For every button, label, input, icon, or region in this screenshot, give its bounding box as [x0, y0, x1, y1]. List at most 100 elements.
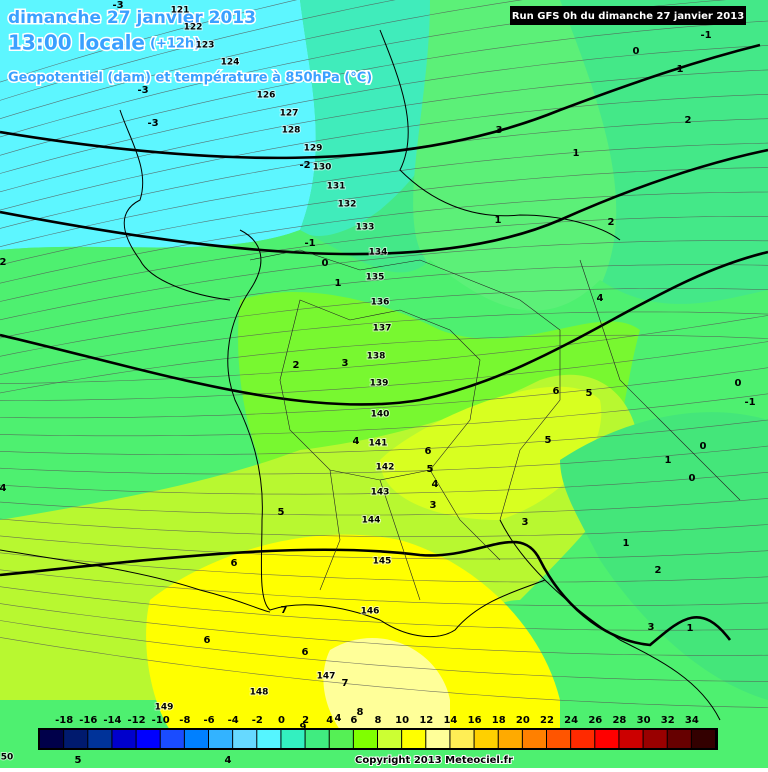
geopotential-label: 146 [361, 607, 380, 617]
temperature-label: 1 [573, 148, 580, 159]
isoline [0, 393, 768, 437]
isoline [0, 0, 396, 101]
temperature-label: 4 [225, 755, 232, 766]
geopotential-label: 123 [196, 41, 215, 51]
border [249, 249, 561, 521]
temperature-label: 7 [281, 605, 288, 616]
temperature-label: -2 [299, 160, 310, 171]
legend-tick-label: 26 [588, 715, 602, 726]
subtitle: Geopotentiel (dam) et température à 850h… [8, 71, 372, 86]
isoline [0, 142, 768, 247]
geopotential-label: 133 [356, 223, 375, 233]
temperature-label: 3 [522, 517, 529, 528]
coast-north [379, 29, 621, 241]
temperature-label: 2 [685, 115, 692, 126]
temperature-label: 6 [553, 386, 560, 397]
legend-tick-label: 34 [685, 715, 699, 726]
temperature-label: 0 [735, 378, 742, 389]
temperature-label: -1 [304, 238, 315, 249]
run-box [510, 6, 746, 25]
legend-tick-label: -18 [55, 715, 73, 726]
legend-swatch [329, 730, 353, 748]
coast-uk [119, 109, 231, 301]
isoline [0, 311, 768, 375]
isoline [0, 191, 768, 284]
legend-tick-label: -10 [152, 715, 170, 726]
legend-tick-label: 2 [302, 715, 309, 726]
legend-swatch [257, 730, 281, 748]
legend-tick-label: 0 [278, 715, 285, 726]
temperature-label: 3 [496, 125, 503, 136]
isoline [0, 620, 768, 682]
geopotential-label: 148 [250, 688, 269, 698]
geopotential-label: 145 [373, 557, 392, 567]
legend-tick-label: 16 [468, 715, 482, 726]
temperature-label: 1 [335, 278, 342, 289]
geopotential-label: 50 [1, 753, 14, 763]
warm-core [380, 386, 602, 520]
border [579, 259, 741, 501]
isoline [0, 240, 768, 321]
legend-swatch [691, 730, 715, 748]
isoline [0, 569, 768, 607]
coastlines [0, 29, 721, 721]
temperature-label: 1 [495, 215, 502, 226]
legend-swatch [209, 730, 233, 748]
border [279, 299, 481, 481]
temperature-label: 7 [342, 678, 349, 689]
temperature-label: 2 [0, 257, 7, 268]
coast-italy [499, 519, 721, 721]
isoline [0, 419, 768, 455]
temperature-label: 0 [322, 258, 329, 269]
legend-tick-label: 14 [443, 715, 457, 726]
legend-swatch [498, 730, 522, 748]
geopotential-label: 122 [184, 23, 203, 33]
isoline [0, 94, 768, 211]
legend-swatch [184, 730, 208, 748]
temperature-label: -1 [744, 397, 755, 408]
geopotential-label: 135 [366, 273, 385, 283]
temperature-label: 6 [425, 446, 432, 457]
isoline [0, 341, 768, 401]
legend-swatch [426, 730, 450, 748]
isoline [0, 216, 768, 302]
legend-swatch [353, 730, 377, 748]
temperature-label: 0 [633, 46, 640, 57]
legend-tick-label: -8 [179, 715, 190, 726]
isoline [0, 552, 768, 583]
legend-tick-label: 20 [516, 715, 530, 726]
temperature-label: 1 [687, 623, 694, 634]
geopotential-label: 130 [313, 163, 332, 173]
thick-isoline [0, 250, 768, 406]
legend-swatch [474, 730, 498, 748]
legend-swatch [450, 730, 474, 748]
isoline [0, 45, 768, 174]
isoline [0, 603, 768, 656]
isoline [0, 315, 768, 384]
geopotential-label: 142 [376, 463, 395, 473]
run-label: Run GFS 0h du dimanche 27 janvier 2013 [512, 11, 744, 22]
isoline [0, 69, 768, 193]
geopotential-label: 136 [371, 298, 390, 308]
legend-swatch [571, 730, 595, 748]
temperature-label: 2 [293, 360, 300, 371]
temperature-label: 1 [623, 538, 630, 549]
legend-tick-label: 24 [564, 715, 578, 726]
coast-spain [0, 549, 271, 613]
isoline [0, 367, 768, 419]
temperature-label: -1 [700, 30, 711, 41]
legend-tick-label: 10 [395, 715, 409, 726]
coast-france [227, 229, 546, 638]
east-region [560, 412, 768, 700]
legend-swatch [547, 730, 571, 748]
geopotential-label: 138 [367, 352, 386, 362]
temperature-label: -3 [147, 118, 158, 129]
geopotential-label: 124 [221, 58, 240, 68]
geopotential-label: 128 [282, 126, 301, 136]
isoline [0, 167, 768, 266]
borders [249, 249, 741, 601]
geopotential-label: 149 [155, 703, 174, 713]
geopotential-label: 144 [362, 516, 381, 526]
temperature-label: 6 [204, 635, 211, 646]
